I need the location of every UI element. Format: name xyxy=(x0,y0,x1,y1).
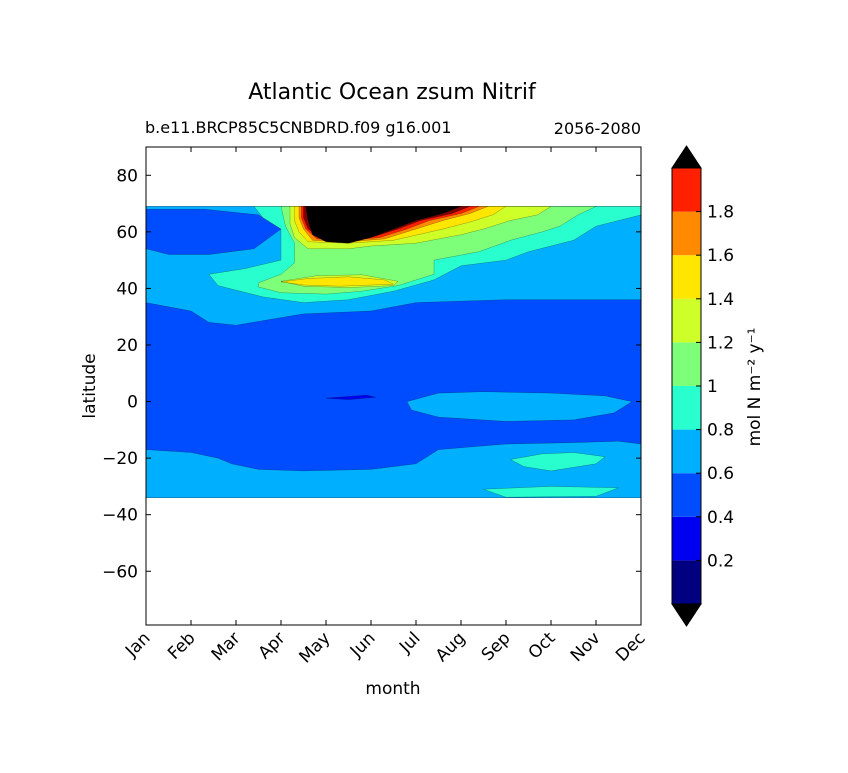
colorbar-tick-label: 1.4 xyxy=(707,290,734,310)
y-axis-label: latitude xyxy=(80,353,100,418)
colorbar-segment xyxy=(672,342,701,386)
y-tick-label: −20 xyxy=(102,449,138,469)
colorbar-tick-label: 1.8 xyxy=(707,203,734,223)
chart-subtitle-left: b.e11.BRCP85C5CNBDRD.f09 g16.001 xyxy=(145,118,452,137)
colorbar-label: mol N m⁻² y⁻¹ xyxy=(745,328,765,447)
contour-region-equator-0.6-0.8 xyxy=(406,391,633,422)
x-tick-label: Nov xyxy=(567,628,605,666)
x-axis-label: month xyxy=(365,679,420,699)
y-tick-label: 0 xyxy=(127,393,138,413)
colorbar: 0.2 0.4 0.6 0.8 1 1.2 1.4 1.6 1.8 xyxy=(671,145,734,627)
colorbar-tick-label: 1.6 xyxy=(707,246,734,266)
x-tick-label: Jun xyxy=(346,628,380,662)
x-tick-label: Feb xyxy=(164,628,199,663)
x-tick-label: Mar xyxy=(208,628,245,665)
contour-region-north-0.4-0.6-patch xyxy=(146,209,282,255)
y-tick-label: −60 xyxy=(102,562,138,582)
x-tick-label: Apr xyxy=(255,628,290,663)
colorbar-under-arrow xyxy=(671,603,702,627)
y-tick-label: 20 xyxy=(116,336,138,356)
colorbar-segment xyxy=(672,255,701,299)
contour-region-north-1.4-1.6-south xyxy=(280,276,394,287)
y-axis-ticks: 80 60 40 20 0 −20 −40 −60 xyxy=(102,166,641,582)
x-tick-label: Dec xyxy=(612,628,649,665)
x-tick-label: Oct xyxy=(525,628,560,663)
colorbar-tick-label: 0.4 xyxy=(707,508,734,528)
y-tick-label: 40 xyxy=(116,279,138,299)
colorbar-tick-label: 0.8 xyxy=(707,421,734,441)
plot-frame xyxy=(145,146,642,626)
x-tick-label: May xyxy=(296,628,335,667)
chart-title: Atlantic Ocean zsum Nitrif xyxy=(248,80,537,105)
x-tick-label: Aug xyxy=(432,628,470,666)
y-tick-label: −40 xyxy=(102,506,138,526)
colorbar-segment xyxy=(672,386,701,430)
colorbar-segment xyxy=(672,429,701,474)
contour-regions xyxy=(146,206,641,498)
colorbar-tick-label: 1 xyxy=(707,377,718,397)
contour-region-south-0.6-0.8 xyxy=(146,441,641,498)
colorbar-tick-label: 0.6 xyxy=(707,464,734,484)
colorbar-over-arrow xyxy=(671,145,702,169)
colorbar-tick-label: 1.2 xyxy=(707,333,734,353)
colorbar-segment xyxy=(672,168,701,212)
colorbar-segment xyxy=(672,516,701,561)
contour-region-south-0.8-1.0 xyxy=(510,452,606,472)
x-tick-label: Sep xyxy=(478,628,515,665)
x-tick-label: Jul xyxy=(395,628,424,657)
contour-region-equator-0.2-0.4 xyxy=(325,394,376,400)
colorbar-segment xyxy=(672,560,701,604)
colorbar-tick-label: 0.2 xyxy=(707,551,734,571)
colorbar-segment xyxy=(672,211,701,256)
colorbar-segment xyxy=(672,473,701,517)
chart-subtitle-right: 2056-2080 xyxy=(554,119,641,138)
colorbar-segment xyxy=(672,298,701,343)
y-tick-label: 60 xyxy=(116,223,138,243)
y-tick-label: 80 xyxy=(116,166,138,186)
contour-region-south-0.8-1.0-small xyxy=(483,486,619,498)
contour-region-north-over xyxy=(305,206,462,244)
x-tick-label: Jan xyxy=(121,628,154,661)
